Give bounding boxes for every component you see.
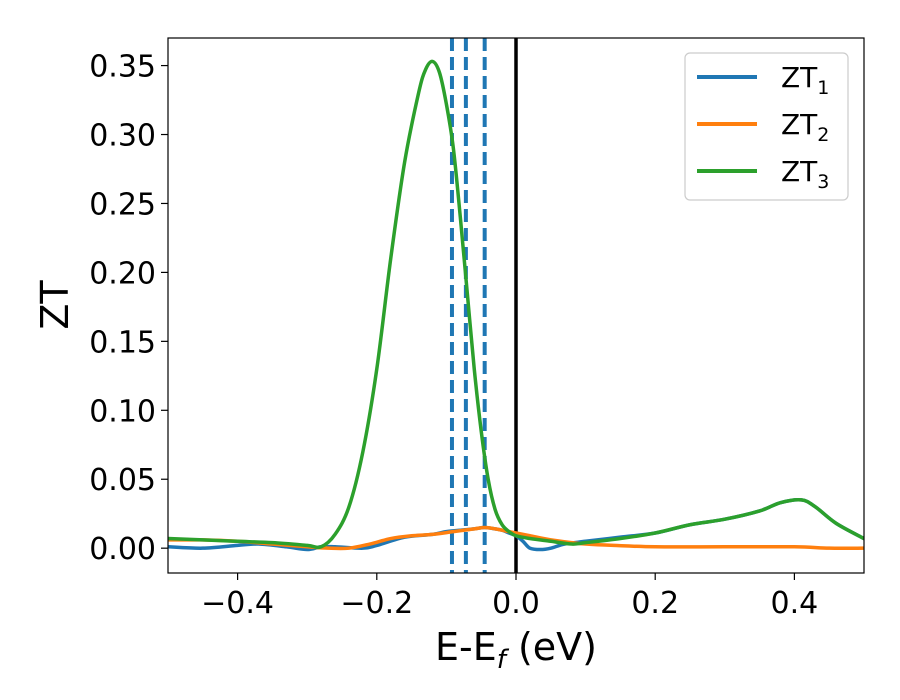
y-tick-label: 0.35	[89, 50, 156, 85]
x-tick-label: 0.0	[492, 586, 540, 621]
x-axis: −0.4 −0.2 0.0 0.2 0.4	[201, 573, 818, 621]
x-tick-label: −0.2	[340, 586, 413, 621]
legend-item-zt3: ZT3	[697, 155, 829, 193]
legend-item-zt1: ZT1	[697, 61, 829, 99]
legend-label-zt3-sub: 3	[817, 171, 829, 193]
legend-label-zt2-sub: 2	[817, 124, 829, 146]
x-tick-label: 0.2	[631, 586, 679, 621]
series-lines	[168, 59, 864, 552]
series-line-zt3	[168, 59, 864, 550]
y-tick-label: 0.05	[89, 463, 156, 498]
x-tick-label: 0.4	[771, 586, 819, 621]
legend-label-zt2-name: ZT	[781, 108, 818, 141]
legend-label-zt3-name: ZT	[781, 155, 818, 188]
vertical-lines	[449, 38, 518, 573]
legend-item-zt2: ZT2	[697, 108, 829, 146]
legend-label-zt2: ZT2	[781, 108, 829, 146]
x-axis-title: E-Ef (eV)	[435, 625, 597, 675]
y-tick-label: 0.30	[89, 119, 156, 154]
legend-label-zt3: ZT3	[781, 155, 829, 193]
legend-box	[684, 52, 849, 201]
y-tick-label: 0.25	[89, 187, 156, 222]
legend-label-zt1: ZT1	[781, 61, 829, 99]
x-tick-label: −0.4	[201, 586, 274, 621]
y-tick-label: 0.15	[89, 325, 156, 360]
y-tick-label: 0.10	[89, 394, 156, 429]
x-axis-title-unit: (eV)	[506, 625, 597, 669]
legend: ZT1 ZT2 ZT3	[684, 52, 849, 201]
x-axis-title-main: E-E	[435, 625, 497, 669]
y-tick-label: 0.00	[89, 532, 156, 567]
y-axis: 0.00 0.05 0.10 0.15 0.20 0.25 0.30 0.35	[89, 50, 168, 567]
y-axis-title: ZT	[33, 280, 77, 330]
legend-label-zt1-sub: 1	[817, 77, 829, 99]
y-tick-label: 0.20	[89, 256, 156, 291]
legend-label-zt1-name: ZT	[781, 61, 818, 94]
